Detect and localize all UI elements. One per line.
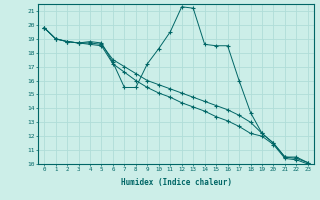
X-axis label: Humidex (Indice chaleur): Humidex (Indice chaleur) bbox=[121, 178, 231, 187]
